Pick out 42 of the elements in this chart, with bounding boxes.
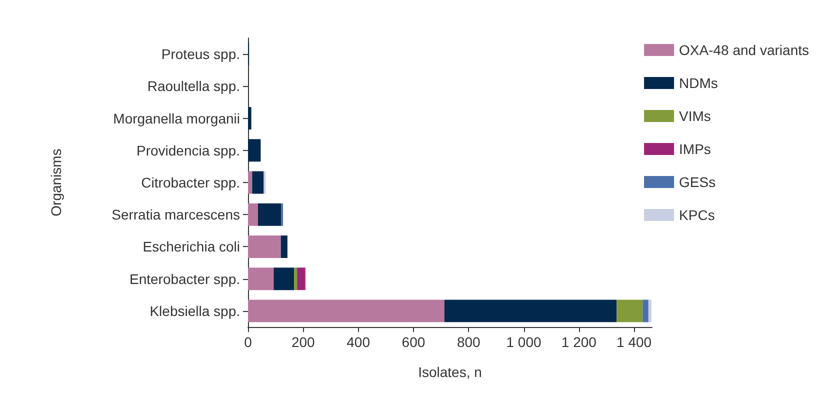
y-tick-label: Enterobacter spp. bbox=[129, 270, 240, 287]
x-tick-label: 1 400 bbox=[616, 334, 652, 350]
bar bbox=[648, 300, 652, 322]
y-tick-label: Providencia spp. bbox=[136, 142, 240, 158]
y-tick-label: Serratia marcescens bbox=[112, 206, 240, 223]
x-tick-label: 200 bbox=[291, 334, 316, 350]
x-tick-label: 1 000 bbox=[506, 334, 542, 350]
bar bbox=[248, 300, 444, 322]
bar bbox=[280, 235, 288, 258]
bar bbox=[248, 203, 258, 226]
legend-label: KPCs bbox=[679, 207, 715, 223]
bar bbox=[274, 268, 294, 290]
y-tick-label: Escherichia coli bbox=[142, 238, 240, 255]
y-tick-label: Raoultella spp. bbox=[147, 78, 240, 94]
x-tick-label: 600 bbox=[402, 334, 426, 350]
legend-label: OXA-48 and variants bbox=[679, 42, 810, 58]
y-axis-title: Organisms bbox=[48, 148, 64, 216]
bar bbox=[616, 300, 643, 322]
legend-label: IMPs bbox=[679, 141, 711, 157]
bar bbox=[642, 300, 648, 322]
bar bbox=[248, 171, 252, 194]
bar bbox=[297, 268, 306, 290]
bar bbox=[248, 235, 281, 258]
legend-label: VIMs bbox=[679, 108, 711, 124]
x-tick-label: 800 bbox=[456, 334, 481, 350]
y-tick-label: Morganella morganii bbox=[113, 110, 240, 126]
legend-label: NDMs bbox=[679, 75, 718, 91]
x-tick-label: 400 bbox=[346, 334, 370, 350]
legend-label: GESs bbox=[679, 174, 716, 190]
bar bbox=[294, 268, 298, 290]
x-tick-label: 0 bbox=[244, 334, 252, 350]
bar bbox=[248, 268, 274, 290]
bar bbox=[252, 171, 264, 194]
x-axis-title: Isolates, n bbox=[418, 364, 482, 380]
bar bbox=[248, 139, 261, 162]
y-tick-label: Citrobacter spp. bbox=[141, 174, 240, 190]
x-tick-label: 1 200 bbox=[561, 334, 597, 350]
y-tick-label: Proteus spp. bbox=[161, 46, 240, 62]
y-tick-label: Klebsiella spp. bbox=[150, 302, 240, 319]
bar bbox=[248, 107, 252, 130]
bar bbox=[258, 203, 282, 226]
bar bbox=[444, 300, 617, 322]
